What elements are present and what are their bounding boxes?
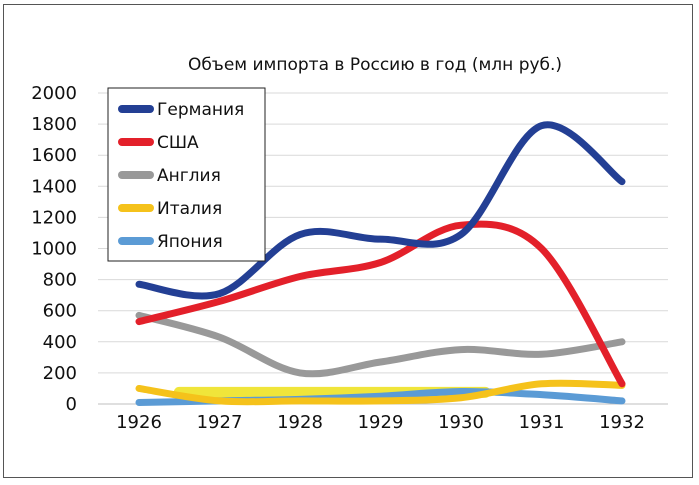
y-tick-label: 400 (43, 332, 77, 353)
legend-label: США (157, 133, 199, 153)
y-tick-label: 1200 (31, 207, 77, 228)
y-axis: 0 200 400 600 800 1000 1200 1400 1600 1800 2000 (31, 83, 77, 415)
x-tick-label: 1926 (116, 412, 162, 433)
x-tick-label: 1932 (599, 412, 645, 433)
y-tick-label: 800 (43, 270, 77, 291)
chart-title: Объем импорта в Россию в год (млн руб.) (188, 55, 562, 75)
x-tick-label: 1927 (197, 412, 243, 433)
y-tick-label: 1600 (31, 145, 77, 166)
legend-label: Англия (157, 166, 221, 186)
legend-label: Германия (157, 100, 244, 120)
x-axis: 1926 1927 1928 1929 1930 1931 1932 (116, 412, 645, 433)
y-tick-label: 2000 (31, 83, 77, 104)
series-line-4 (135, 379, 626, 406)
y-tick-label: 1800 (31, 114, 77, 135)
series-line-2 (135, 220, 626, 388)
legend-label: Италия (157, 199, 222, 219)
y-tick-label: 200 (43, 363, 77, 384)
y-tick-label: 0 (66, 394, 77, 415)
x-tick-label: 1931 (519, 412, 565, 433)
legend-label: Япония (157, 232, 223, 252)
x-tick-label: 1928 (277, 412, 323, 433)
series-line-3 (135, 311, 626, 378)
y-tick-label: 1400 (31, 176, 77, 197)
y-tick-label: 600 (43, 301, 77, 322)
x-tick-label: 1929 (358, 412, 404, 433)
series-line-1 (135, 121, 626, 300)
x-tick-label: 1930 (438, 412, 484, 433)
legend: Германия США Англия Италия Япония (107, 87, 266, 262)
y-tick-label: 1000 (31, 239, 77, 260)
series-group (135, 121, 626, 406)
